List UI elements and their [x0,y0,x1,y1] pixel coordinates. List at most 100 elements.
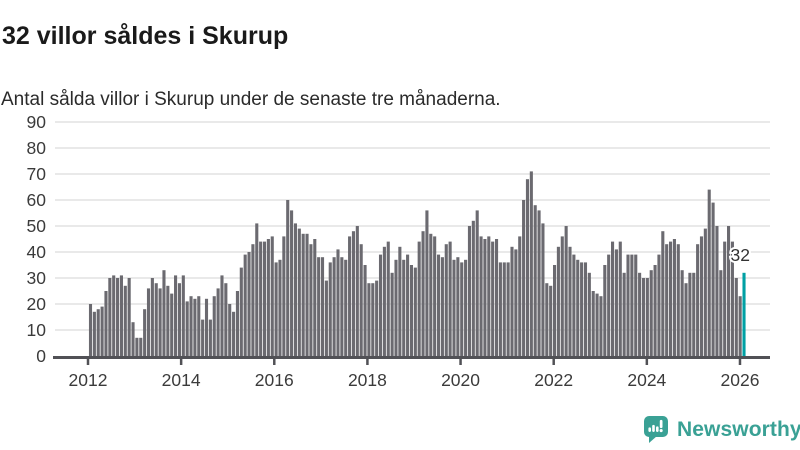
bar [282,236,286,356]
newsworthy-icon [644,416,668,443]
bar [131,322,135,356]
bar [324,280,328,356]
bar [189,296,193,356]
bar [711,202,715,356]
bar [262,241,267,356]
bar [398,246,402,356]
bar [278,259,282,356]
bar [552,265,557,356]
bar [232,311,236,356]
bar [510,246,514,356]
bar [692,272,696,356]
bar [494,239,499,356]
bar [204,298,209,356]
bar [676,244,680,356]
bar [293,223,297,356]
bar [564,226,568,356]
bar [96,309,100,356]
x-axis-labels: 2012 2014 2016 2018 2020 2022 2024 2026 [69,370,760,390]
bar [661,231,665,356]
bar [464,259,468,356]
bar [417,241,421,356]
bar [378,254,383,356]
bar [436,254,441,356]
bar [603,265,607,356]
bar [332,257,336,356]
bar [100,306,104,356]
bar [309,244,313,356]
bar [506,262,510,356]
y-axis-labels: 0 10 20 30 40 50 60 70 80 90 [27,112,47,366]
bar [475,210,479,356]
chart-title: 32 villor såldes i Skurup [2,21,289,50]
bar [247,252,251,356]
bar [467,226,472,356]
bar [88,304,93,356]
bar-series [88,171,746,356]
bar [433,236,437,356]
bar [680,270,684,356]
bar [170,293,174,356]
bar [669,241,673,356]
y-tick-label: 80 [27,138,47,158]
bar [406,254,410,356]
bar [127,278,131,356]
bar [104,291,108,356]
last-value-label: 32 [729,243,752,267]
bar [409,265,414,356]
bar [150,278,154,356]
bar [355,226,359,356]
bar [92,311,96,356]
y-tick-label: 30 [27,268,47,288]
bar [529,171,533,356]
bar [351,231,356,356]
bar [212,296,216,356]
bar [201,319,205,356]
bar [479,236,483,356]
bar [684,283,688,356]
x-tick-label: 2026 [721,370,760,390]
bar [657,254,661,356]
bar [541,223,545,356]
bar [522,200,526,356]
x-tick-label: 2018 [348,370,387,390]
bar [460,262,464,356]
bar [177,283,181,356]
bar [367,283,371,356]
bar [228,304,232,356]
bar [371,283,375,356]
bar [611,241,615,356]
bar [514,249,518,356]
y-tick-label: 10 [27,320,47,340]
bar [421,231,425,356]
bar [139,337,143,356]
bar [359,244,363,356]
bar [270,236,274,356]
bar [313,239,317,356]
y-tick-label: 60 [27,190,47,210]
bar [274,262,278,356]
bar [696,244,700,356]
bar [649,270,653,356]
chart-subtitle: Antal sålda villor i Skurup under de sen… [1,89,501,110]
bar [591,291,595,356]
bar [386,241,390,356]
bar [734,278,738,356]
bar [344,259,348,356]
bar [560,236,564,356]
bar [444,244,448,356]
bar [618,241,622,356]
bar [653,265,657,356]
highlight-value-text: 32 [731,245,750,265]
bar [216,288,220,356]
bar [108,278,112,356]
bar [452,259,456,356]
bar [568,246,572,356]
bar [251,244,255,356]
bar [154,283,158,356]
newsworthy-wordmark: Newsworthy [677,417,800,441]
bar [239,267,243,356]
y-tick-label: 40 [27,242,47,262]
bar [336,249,340,356]
